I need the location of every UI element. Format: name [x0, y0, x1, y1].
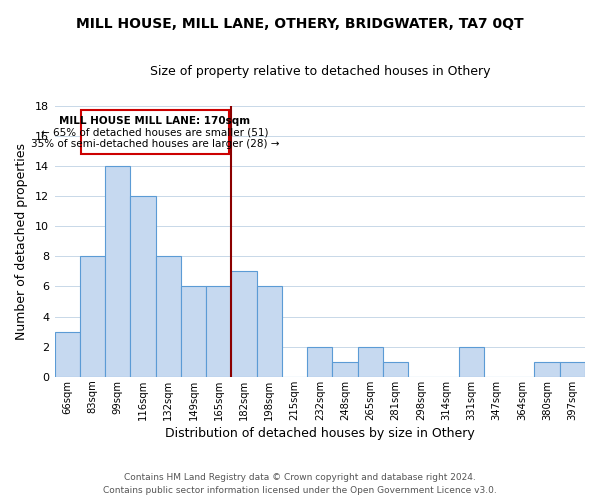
Bar: [332, 362, 358, 377]
Bar: [206, 286, 232, 377]
Bar: [383, 362, 408, 377]
Bar: [232, 272, 257, 377]
Bar: [130, 196, 155, 377]
Bar: [459, 347, 484, 377]
Bar: [358, 347, 383, 377]
Bar: [155, 256, 181, 377]
Text: ← 65% of detached houses are smaller (51): ← 65% of detached houses are smaller (51…: [41, 128, 269, 138]
Title: Size of property relative to detached houses in Othery: Size of property relative to detached ho…: [149, 65, 490, 78]
Bar: [80, 256, 105, 377]
Text: Contains HM Land Registry data © Crown copyright and database right 2024.
Contai: Contains HM Land Registry data © Crown c…: [103, 474, 497, 495]
Bar: [560, 362, 585, 377]
Bar: [105, 166, 130, 377]
Text: MILL HOUSE, MILL LANE, OTHERY, BRIDGWATER, TA7 0QT: MILL HOUSE, MILL LANE, OTHERY, BRIDGWATE…: [76, 18, 524, 32]
Bar: [55, 332, 80, 377]
Bar: [181, 286, 206, 377]
FancyBboxPatch shape: [81, 110, 229, 154]
Bar: [535, 362, 560, 377]
Text: 35% of semi-detached houses are larger (28) →: 35% of semi-detached houses are larger (…: [31, 138, 279, 148]
Y-axis label: Number of detached properties: Number of detached properties: [15, 142, 28, 340]
Text: MILL HOUSE MILL LANE: 170sqm: MILL HOUSE MILL LANE: 170sqm: [59, 116, 251, 126]
Bar: [307, 347, 332, 377]
X-axis label: Distribution of detached houses by size in Othery: Distribution of detached houses by size …: [165, 427, 475, 440]
Bar: [257, 286, 282, 377]
